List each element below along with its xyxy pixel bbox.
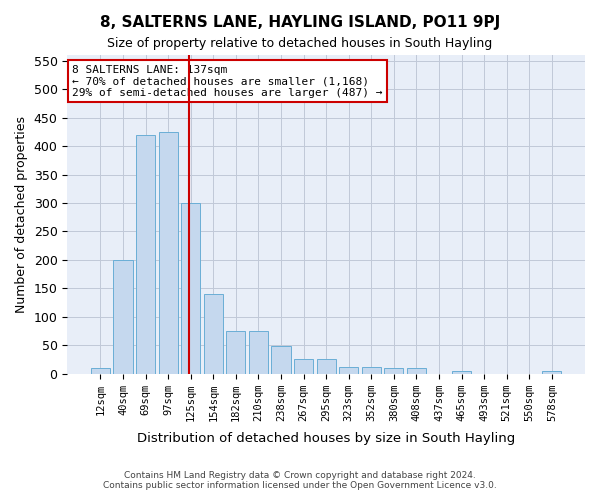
Bar xyxy=(339,367,358,374)
Bar xyxy=(362,367,381,374)
Bar xyxy=(226,331,245,374)
Bar xyxy=(384,368,403,374)
Text: 8, SALTERNS LANE, HAYLING ISLAND, PO11 9PJ: 8, SALTERNS LANE, HAYLING ISLAND, PO11 9… xyxy=(100,15,500,30)
Bar xyxy=(181,203,200,374)
Bar xyxy=(271,346,290,374)
Bar xyxy=(203,294,223,374)
Bar xyxy=(249,331,268,374)
Bar xyxy=(158,132,178,374)
X-axis label: Distribution of detached houses by size in South Hayling: Distribution of detached houses by size … xyxy=(137,432,515,445)
Bar xyxy=(407,368,426,374)
Y-axis label: Number of detached properties: Number of detached properties xyxy=(15,116,28,313)
Bar xyxy=(113,260,133,374)
Bar xyxy=(294,360,313,374)
Text: Size of property relative to detached houses in South Hayling: Size of property relative to detached ho… xyxy=(107,38,493,51)
Bar xyxy=(542,371,562,374)
Bar xyxy=(136,134,155,374)
Text: 8 SALTERNS LANE: 137sqm
← 70% of detached houses are smaller (1,168)
29% of semi: 8 SALTERNS LANE: 137sqm ← 70% of detache… xyxy=(73,64,383,98)
Bar xyxy=(91,368,110,374)
Bar xyxy=(452,371,471,374)
Bar xyxy=(317,360,336,374)
Text: Contains HM Land Registry data © Crown copyright and database right 2024.
Contai: Contains HM Land Registry data © Crown c… xyxy=(103,470,497,490)
